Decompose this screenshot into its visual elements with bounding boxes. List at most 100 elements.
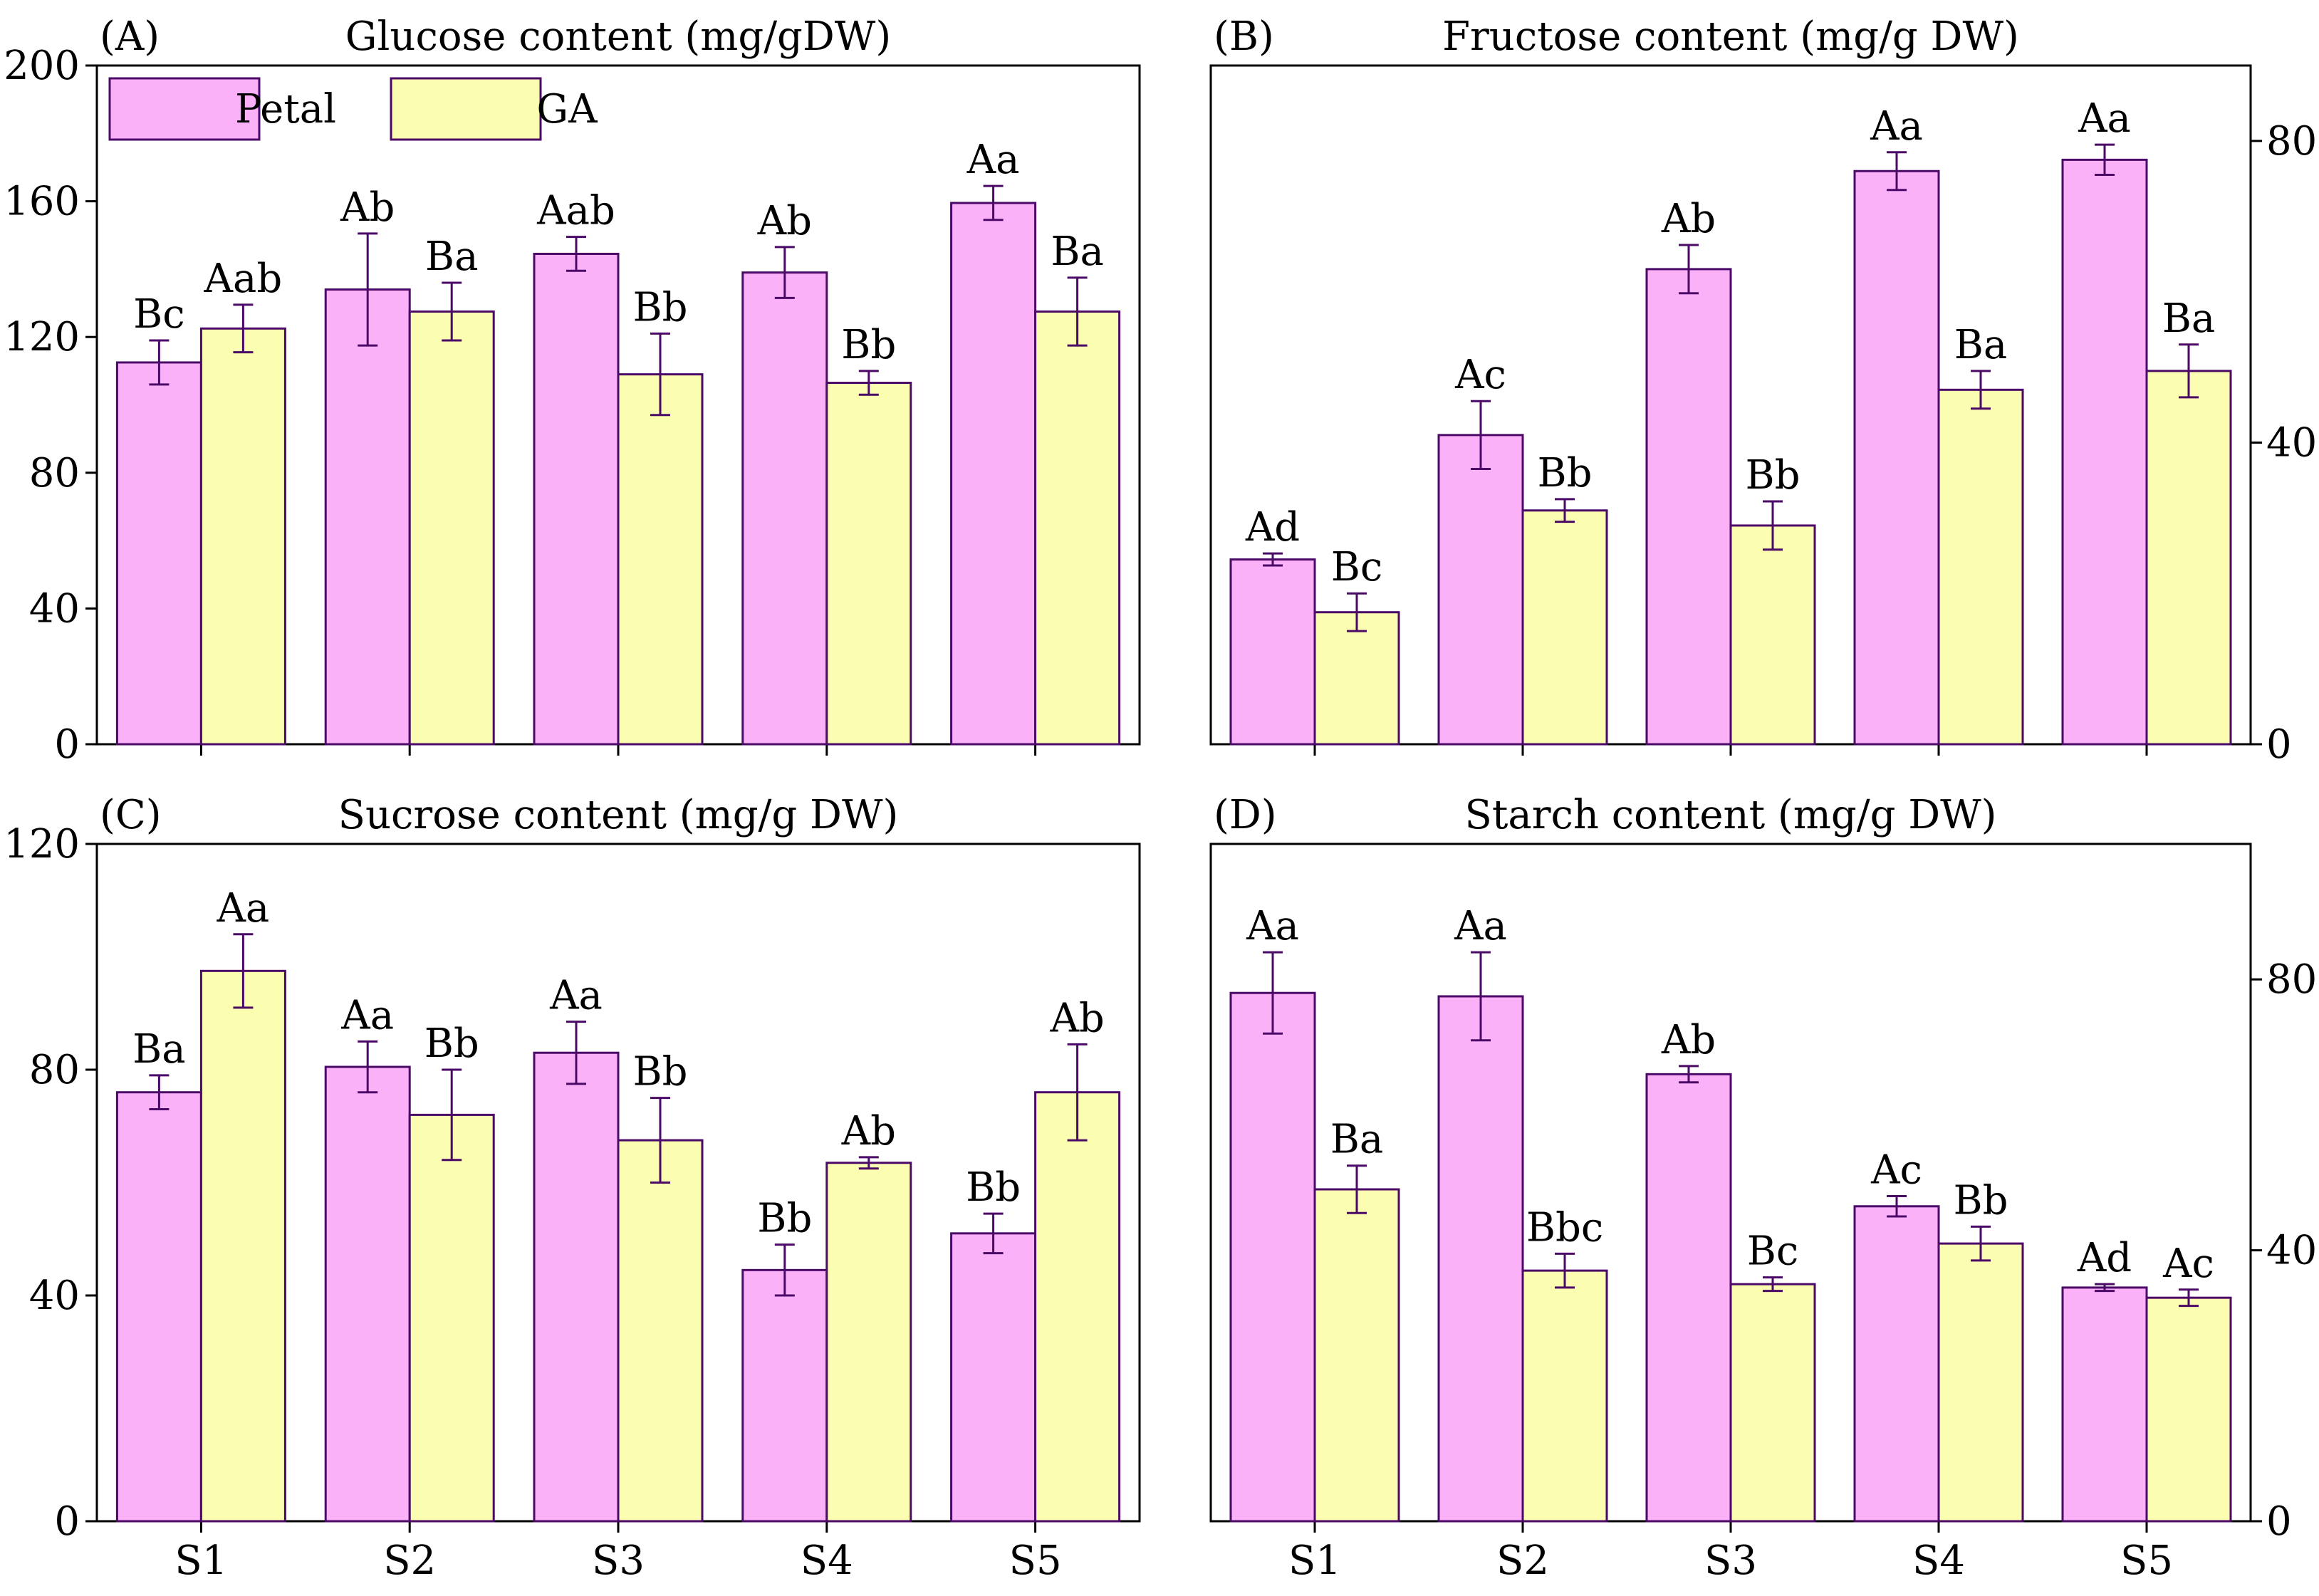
bar-ga-s2 [408,310,495,746]
bar-ga-s1 [199,327,286,746]
chart-panel-3: (D) Starch content (mg/g DW) 0 40 80 S1 S2 S3 S4… [1209,792,2317,1584]
bar-ga-s5 [2145,1296,2232,1523]
significance-label: Aa [1246,903,1299,949]
significance-label: Ab [1661,196,1716,242]
y-tick-label: 160 [4,179,80,225]
x-tick-label: S4 [801,1538,853,1584]
bar-petal-s5 [950,202,1037,746]
bar-ga-s1 [1313,1188,1400,1523]
significance-label: Bc [133,291,185,338]
significance-label: Aa [216,885,269,932]
legend-label: GA [536,86,598,132]
bar-petal-s4 [1853,1205,1940,1523]
significance-label: Bb [633,284,688,330]
significance-label: Ac [1454,352,1506,398]
y-tick-label: 80 [29,1047,80,1093]
significance-label: Bbc [1526,1204,1603,1251]
panel-label: (C) [100,792,162,838]
significance-label: Ba [1330,1117,1384,1163]
significance-label: Aa [966,137,1020,183]
bar-petal-s3 [533,252,620,746]
significance-label: Bb [1746,452,1801,499]
panel-label: (A) [100,14,160,60]
bar-ga-s3 [617,373,704,746]
x-tick-label: S5 [1009,1538,1062,1584]
bar-ga-s5 [1034,1091,1121,1523]
bar-ga-s3 [1729,524,1816,746]
chart-title: Sucrose content (mg/g DW) [338,792,899,838]
bar-petal-s5 [2061,1286,2148,1523]
bar-petal-s1 [115,1091,202,1523]
x-tick-label: S2 [383,1538,436,1584]
legend: Petal GA [108,77,598,141]
bar-petal-s2 [324,1065,411,1523]
significance-label: Ba [2162,296,2216,342]
chart-title: Glucose content (mg/gDW) [345,14,891,60]
bar-ga-s5 [1034,310,1121,746]
bar-ga-s4 [1937,1242,2024,1523]
bar-ga-s2 [1521,509,1608,746]
y-tick-label: 80 [2266,956,2317,1003]
significance-label: Aab [204,256,283,302]
bar-ga-s2 [408,1113,495,1523]
y-tick-label: 80 [29,450,80,496]
chart-title: Starch content (mg/g DW) [1464,792,1996,838]
significance-label: Bc [1331,544,1383,590]
significance-label: Bb [633,1049,688,1095]
x-tick-label: S1 [1288,1538,1341,1584]
significance-label: Bb [966,1164,1021,1211]
bar-petal-s3 [1645,1073,1732,1523]
bar-petal-s3 [533,1051,620,1523]
chart-panel-2: (C) Sucrose content (mg/g DW) 0 40 80 120 S1 S2… [4,792,1141,1584]
significance-label: Ac [1870,1147,1922,1194]
bar-petal-s5 [950,1232,1037,1523]
legend-swatch-ga [390,77,542,141]
significance-label: Ab [1049,995,1104,1041]
significance-label: Aa [1870,103,1923,150]
x-tick-label: S2 [1496,1538,1549,1584]
y-tick-label: 120 [4,821,80,867]
x-tick-label: S4 [1912,1538,1965,1584]
significance-label: Bb [424,1021,479,1067]
bar-petal-s4 [741,1268,828,1523]
x-tick-label: S3 [592,1538,645,1584]
chart-title: Fructose content (mg/g DW) [1442,14,2019,60]
y-tick-label: 0 [54,721,80,768]
significance-label: Ab [841,1108,896,1154]
panel-label: (D) [1214,792,1277,838]
bar-ga-s3 [617,1139,704,1523]
significance-label: Ba [1051,229,1104,275]
bar-ga-s1 [199,969,286,1523]
bar-petal-s4 [741,271,828,746]
legend-label: Petal [235,86,336,132]
significance-label: Aa [340,992,394,1038]
panel-label: (B) [1214,14,1274,60]
bar-petal-s2 [1437,434,1524,746]
y-tick-label: 80 [2266,118,2317,165]
significance-label: Bb [1538,450,1593,496]
y-tick-label: 200 [4,43,80,89]
significance-label: Ab [757,198,812,244]
bar-ga-s4 [825,382,912,746]
y-tick-label: 120 [4,314,80,360]
bar-ga-s4 [1937,388,2024,746]
chart-panel-1: (B) Fructose content (mg/g DW) 0 40 80 Ad Ac Ab… [1209,14,2317,768]
significance-label: Ac [2162,1241,2214,1287]
y-tick-label: 0 [54,1498,80,1545]
bar-petal-s5 [2061,158,2148,746]
bar-ga-s3 [1729,1283,1816,1523]
significance-label: Bb [841,322,896,368]
bar-petal-s3 [1645,268,1732,746]
bar-petal-s2 [324,288,411,746]
legend-swatch-petal [108,77,261,141]
significance-label: Aab [536,188,615,234]
chart-panel-0: (A) Glucose content (mg/gDW) 0 40 80 120 160 20… [4,14,1141,768]
significance-label: Ad [1245,504,1300,551]
bar-petal-s1 [1229,991,1316,1523]
significance-label: Bb [1954,1177,2008,1224]
bar-petal-s4 [1853,169,1940,746]
significance-label: Ab [340,184,395,231]
bar-petal-s2 [1437,995,1524,1523]
y-tick-label: 40 [2266,1228,2317,1274]
